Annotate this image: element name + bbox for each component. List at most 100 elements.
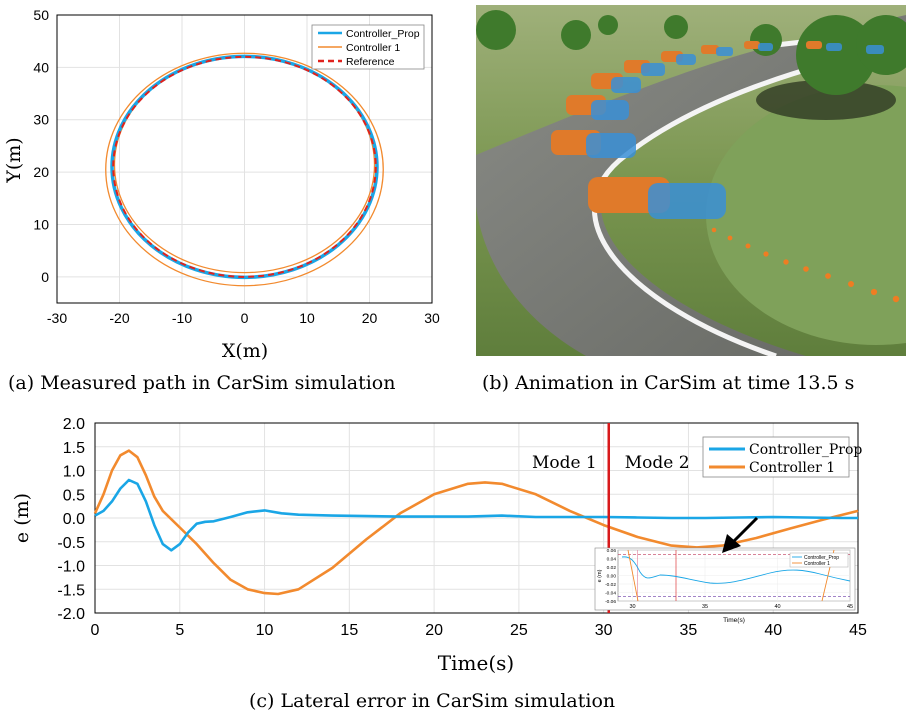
panel-a-axes-frame [56,14,433,304]
car-orange [744,41,760,49]
y-tick-label: -2.0 [57,606,85,623]
inset-y-tick-label: -0.02 [605,582,616,588]
panel-a-series-group [105,52,384,287]
car-blue [611,77,641,93]
x-tick-label: 25 [510,622,528,639]
x-tick-label: 20 [425,622,443,639]
panel-a-caption: (a) Measured path in CarSim simulation [8,372,396,394]
y-tick-label: 40 [33,59,49,75]
panel-c-x-ticks: 0 5 10 15 20 25 30 35 40 45 [91,622,867,639]
trajectory-dot [763,251,769,257]
tree [750,24,782,56]
reference-path [112,55,377,278]
inset-y-ticks: 0.06 0.04 0.02 0.00 -0.02 -0.04 -0.06 [605,548,616,605]
tree [561,20,591,50]
inset-x-tick-label: 35 [702,604,708,610]
panel-b-animation-illustration [476,5,906,356]
x-tick-label: 30 [424,310,440,326]
panel-b-caption: (b) Animation in CarSim at time 13.5 s [482,372,855,394]
tree-shadow [756,80,896,120]
trajectory-dot [745,243,751,249]
arrow-head [722,534,741,553]
car-orange [701,45,719,54]
car-orange [806,41,822,49]
trajectory-dots [711,227,900,303]
panel-c-x-axis-label: Time(s) [438,651,514,675]
y-tick-label: 0.5 [63,487,85,504]
x-tick-label: 40 [764,622,782,639]
mode-2-label: Mode 2 [625,453,690,473]
panel-a-legend-label-ref: Reference [346,56,395,68]
trees-group [476,10,906,95]
panel-a-x-ticks: -30 -20 -10 0 10 20 30 [47,310,440,326]
y-tick-label: 50 [33,7,49,23]
panel-c-y-ticks: 2.0 1.5 1.0 0.5 0.0 -0.5 -1.0 -1.5 -2.0 [57,416,85,623]
panel-a-y-axis-label: Y(m) [3,137,25,183]
inset-y-axis-label: e (m) [597,569,603,582]
y-tick-label: 1.5 [63,440,85,457]
trajectory-dot [825,273,831,279]
inset-legend-box [789,552,849,568]
panel-a-x-axis-label: X(m) [222,340,268,362]
x-tick-label: 15 [340,622,358,639]
inset-y-tick-label: 0.06 [607,548,617,554]
panel-c-caption: (c) Lateral error in CarSim simulation [249,690,616,712]
car-blue [591,100,629,120]
panel-c-chart: 0 5 10 15 20 25 30 35 40 45 2.0 1.5 1.0 0.5 0.0 -0.5 -1… [11,416,867,675]
x-tick-label: 20 [362,310,378,326]
inset-controller-prop-line [621,556,851,584]
controller1-error-line [93,449,859,596]
y-tick-label: 30 [33,112,49,128]
panel-a-y-ticks: 0 10 20 30 40 50 [33,7,49,285]
tree [476,10,516,50]
x-tick-label: 0 [91,622,100,639]
y-tick-label: 1.0 [63,464,85,481]
panel-a-chart: -30 -20 -10 0 10 20 30 0 10 20 30 40 50 X(m) Y(m) C… [3,7,440,362]
x-tick-label: 35 [680,622,698,639]
car-blue [716,47,733,56]
x-tick-label: -30 [47,310,67,326]
y-tick-label: -0.5 [57,535,85,552]
arrow-annotation [722,516,759,553]
y-tick-label: 0.0 [63,511,85,528]
panel-c-series-group [93,449,859,596]
x-tick-label: -20 [109,310,129,326]
inset-y-tick-label: -0.06 [605,599,616,605]
inset-legend-label-c1: Controller 1 [804,561,830,567]
trajectory-dot [892,295,900,303]
tree [598,15,618,35]
trajectory-dot [783,259,789,265]
panel-a-legend: Controller_Prop Controller 1 Reference [311,24,425,70]
x-tick-label: 0 [241,310,249,326]
car-blue [586,133,636,158]
road-surface [476,15,906,356]
y-tick-label: -1.5 [57,582,85,599]
tree [856,15,906,75]
inset-y-tick-label: -0.04 [605,591,616,597]
x-tick-label: 30 [595,622,613,639]
x-tick-label: 5 [175,622,184,639]
panel-a-legend-label-c1: Controller 1 [346,42,400,54]
car-blue [826,43,842,51]
controller1-path-outer [105,52,384,287]
ghost-cars-group [551,41,884,219]
inset-y-tick-label: 0.04 [607,557,617,563]
car-blue [641,63,665,76]
trajectory-dot [727,235,733,241]
controller-prop-error-line [94,478,858,552]
inset-x-tick-label: 45 [847,604,853,610]
y-tick-label: 2.0 [63,416,85,433]
inset-zoom-plot: 30 35 40 45 0.06 0.04 0.02 0.00 -0.02 -0.04 -0.06… [594,547,856,624]
panel-c-y-axis-label: e (m) [11,493,33,543]
x-tick-label: 10 [299,310,315,326]
tree [664,15,688,39]
panel-c-legend: Controller_Prop Controller 1 [702,436,862,478]
y-tick-label: -1.0 [57,559,85,576]
panel-c-legend-label-prop: Controller_Prop [749,442,862,458]
trajectory-dot [711,227,717,233]
trajectory-dot [803,266,809,272]
inset-x-axis-label: Time(s) [723,617,745,624]
y-tick-label: 0 [41,269,49,285]
mode-1-label: Mode 1 [532,453,597,473]
y-tick-label: 20 [33,164,49,180]
